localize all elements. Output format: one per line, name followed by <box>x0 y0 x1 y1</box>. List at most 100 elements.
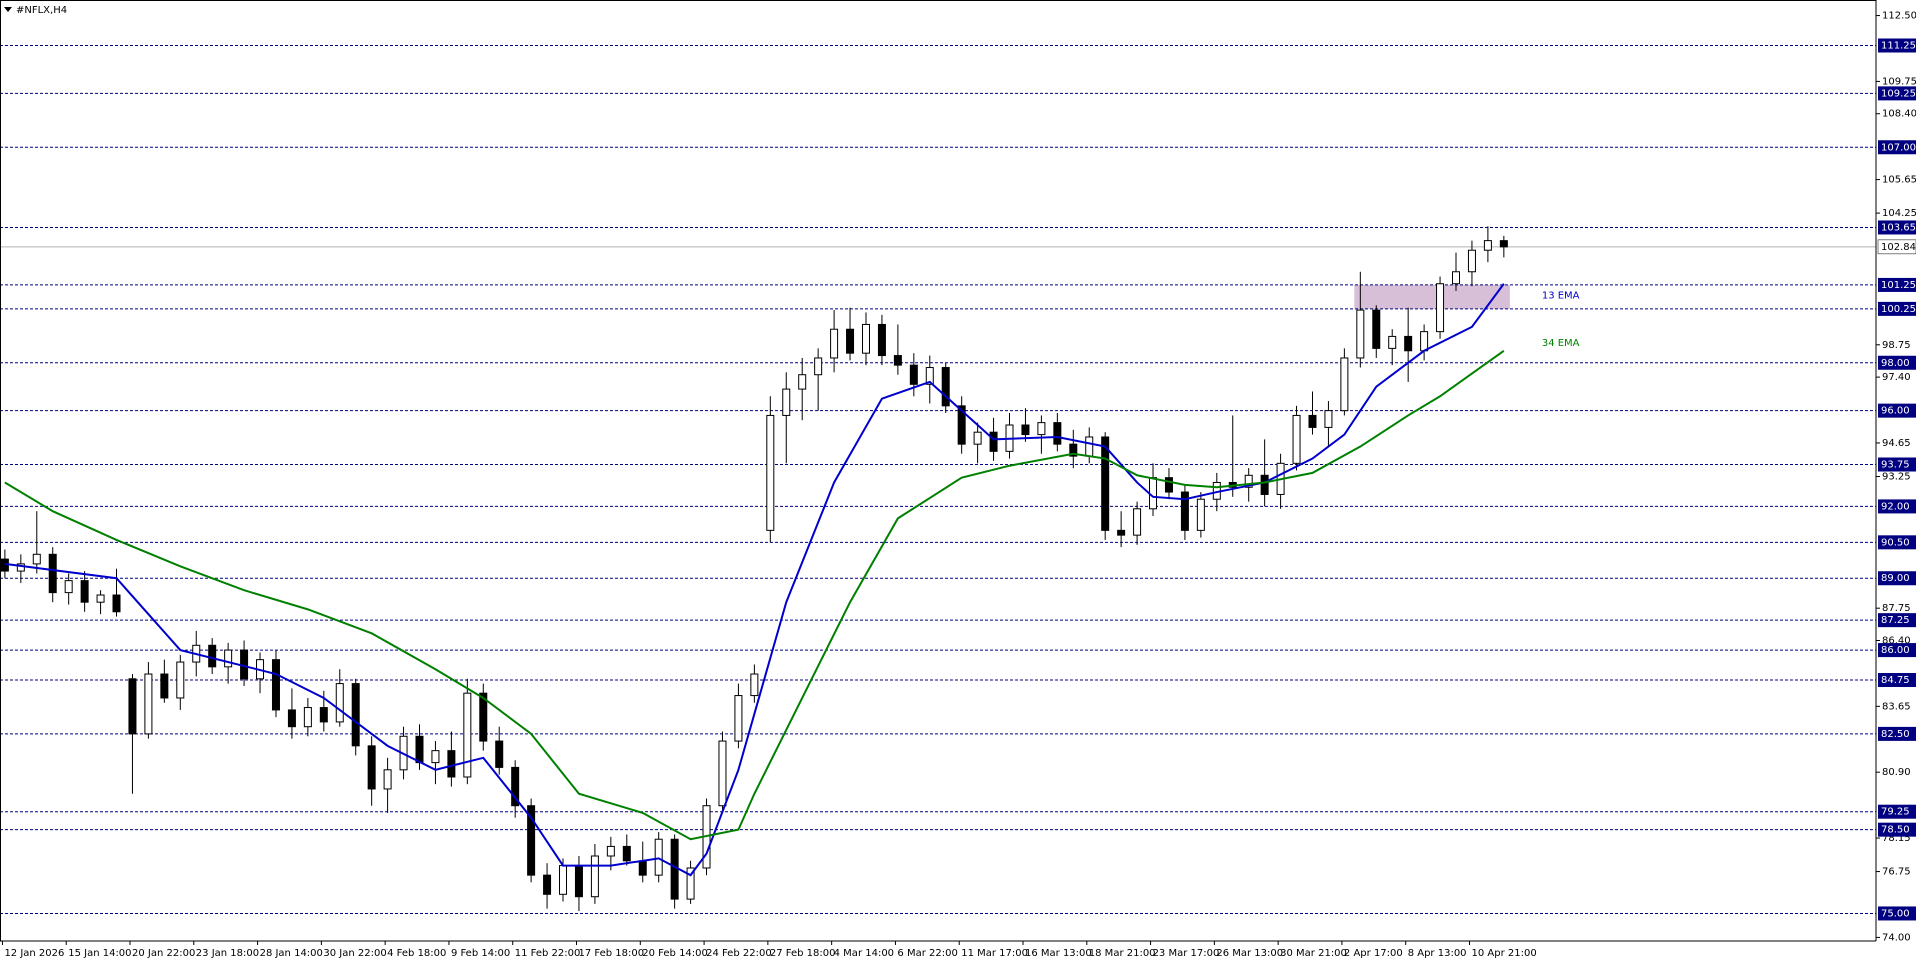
level-label: 103.65 <box>1881 222 1916 233</box>
level-label: 86.00 <box>1881 645 1910 656</box>
candle-body <box>271 659 280 711</box>
y-tick-label: 86.40 <box>1882 636 1911 647</box>
candle-body <box>48 553 57 594</box>
candle-body <box>1356 309 1365 359</box>
candle-body <box>1053 422 1062 445</box>
candle-body <box>1308 414 1317 428</box>
current-price-bg <box>1877 239 1916 255</box>
candle-body <box>941 367 950 407</box>
level-label-bg <box>1878 804 1916 819</box>
x-tick-label: 24 Feb 22:00 <box>706 948 772 959</box>
candle-body <box>64 580 73 594</box>
y-tick-label: 105.65 <box>1882 175 1916 186</box>
candle-body <box>144 673 153 735</box>
candle-body <box>574 865 583 898</box>
candle-body <box>1164 477 1173 493</box>
x-tick-label: 11 Mar 17:00 <box>961 948 1028 959</box>
candle-body <box>479 692 488 742</box>
candle-body <box>1420 331 1429 352</box>
level-label: 87.25 <box>1881 615 1910 626</box>
candle-body <box>1388 335 1397 349</box>
candle-body <box>1117 529 1126 536</box>
level-label: 98.00 <box>1881 358 1910 369</box>
x-tick-label: 9 Feb 14:00 <box>451 948 510 959</box>
candle-body <box>877 323 886 357</box>
candle-body <box>734 695 743 742</box>
candle-body <box>957 405 966 445</box>
x-tick-label: 12 Jan 2026 <box>4 948 64 959</box>
level-label-bg <box>1878 301 1916 316</box>
candle-body <box>367 745 376 790</box>
candle-body <box>1149 477 1158 510</box>
level-label-bg <box>1878 220 1916 235</box>
candle-body <box>798 374 807 390</box>
x-tick-label: 30 Mar 21:00 <box>1280 948 1347 959</box>
ema-line <box>4 349 1505 841</box>
current-price-label: 102.84 <box>1881 242 1916 253</box>
candle-body <box>431 750 440 764</box>
candle-body <box>973 431 982 445</box>
candle-body <box>1372 309 1381 349</box>
level-label: 82.50 <box>1881 729 1910 740</box>
candle-body <box>1292 414 1301 464</box>
x-tick-label: 11 Feb 22:00 <box>515 948 581 959</box>
candle-body <box>1404 335 1413 352</box>
y-tick-label: 112.50 <box>1882 11 1916 22</box>
candle-body <box>638 860 647 876</box>
level-label-bg <box>1878 571 1916 586</box>
candle-body <box>1196 498 1205 531</box>
x-tick-label: 16 Mar 13:00 <box>1025 948 1092 959</box>
x-tick-label: 4 Mar 14:00 <box>834 948 894 959</box>
x-tick-label: 18 Mar 21:00 <box>1089 948 1156 959</box>
candle-body <box>846 328 855 354</box>
level-label-bg <box>1878 726 1916 741</box>
candle-body <box>989 431 998 452</box>
level-label: 79.25 <box>1881 807 1910 818</box>
candle-body <box>1133 508 1142 536</box>
x-tick-label: 23 Mar 17:00 <box>1153 948 1220 959</box>
x-tick-label: 20 Feb 14:00 <box>642 948 708 959</box>
y-tick-label: 87.75 <box>1882 603 1911 614</box>
candle-body <box>750 673 759 697</box>
level-label-bg <box>1878 906 1916 921</box>
level-label-bg <box>1878 140 1916 155</box>
legend-label: 34 EMA <box>1542 338 1580 349</box>
x-tick-label: 8 Apr 13:00 <box>1408 948 1467 959</box>
y-tick-label: 109.75 <box>1882 76 1916 87</box>
y-tick-label: 104.25 <box>1882 208 1916 219</box>
level-label: 75.00 <box>1881 908 1910 919</box>
y-tick-label: 74.00 <box>1882 932 1911 943</box>
candle-body <box>1467 249 1476 273</box>
candle-body <box>447 750 456 778</box>
x-tick-label: 30 Jan 22:00 <box>323 948 386 959</box>
candle-body <box>1483 240 1492 251</box>
y-tick-label: 83.65 <box>1882 701 1911 712</box>
candle-body <box>335 683 344 723</box>
candle-body <box>830 328 839 359</box>
candle-body <box>1101 436 1110 531</box>
candle-body <box>909 364 918 385</box>
candle-body <box>1244 474 1253 488</box>
candle-body <box>527 805 536 876</box>
level-label-bg <box>1878 535 1916 550</box>
level-label-bg <box>1878 86 1916 101</box>
y-tick-label: 97.40 <box>1882 372 1911 383</box>
level-label-bg <box>1878 38 1916 53</box>
y-tick-label: 94.65 <box>1882 438 1911 449</box>
y-tick-label: 78.15 <box>1882 833 1911 844</box>
candle-body <box>814 357 823 376</box>
y-tick-label: 76.75 <box>1882 867 1911 878</box>
level-label-bg <box>1878 613 1916 628</box>
x-tick-label: 26 Mar 13:00 <box>1216 948 1283 959</box>
candle-body <box>1037 422 1046 436</box>
candle-body <box>1021 424 1030 436</box>
x-tick-label: 10 Apr 21:00 <box>1472 948 1537 959</box>
level-label-bg <box>1878 355 1916 370</box>
level-label: 107.00 <box>1881 142 1916 153</box>
candle-body <box>303 707 312 728</box>
candle-body <box>224 649 233 668</box>
level-label: 109.25 <box>1881 88 1916 99</box>
candle-body <box>718 740 727 807</box>
candle-body <box>511 766 520 807</box>
